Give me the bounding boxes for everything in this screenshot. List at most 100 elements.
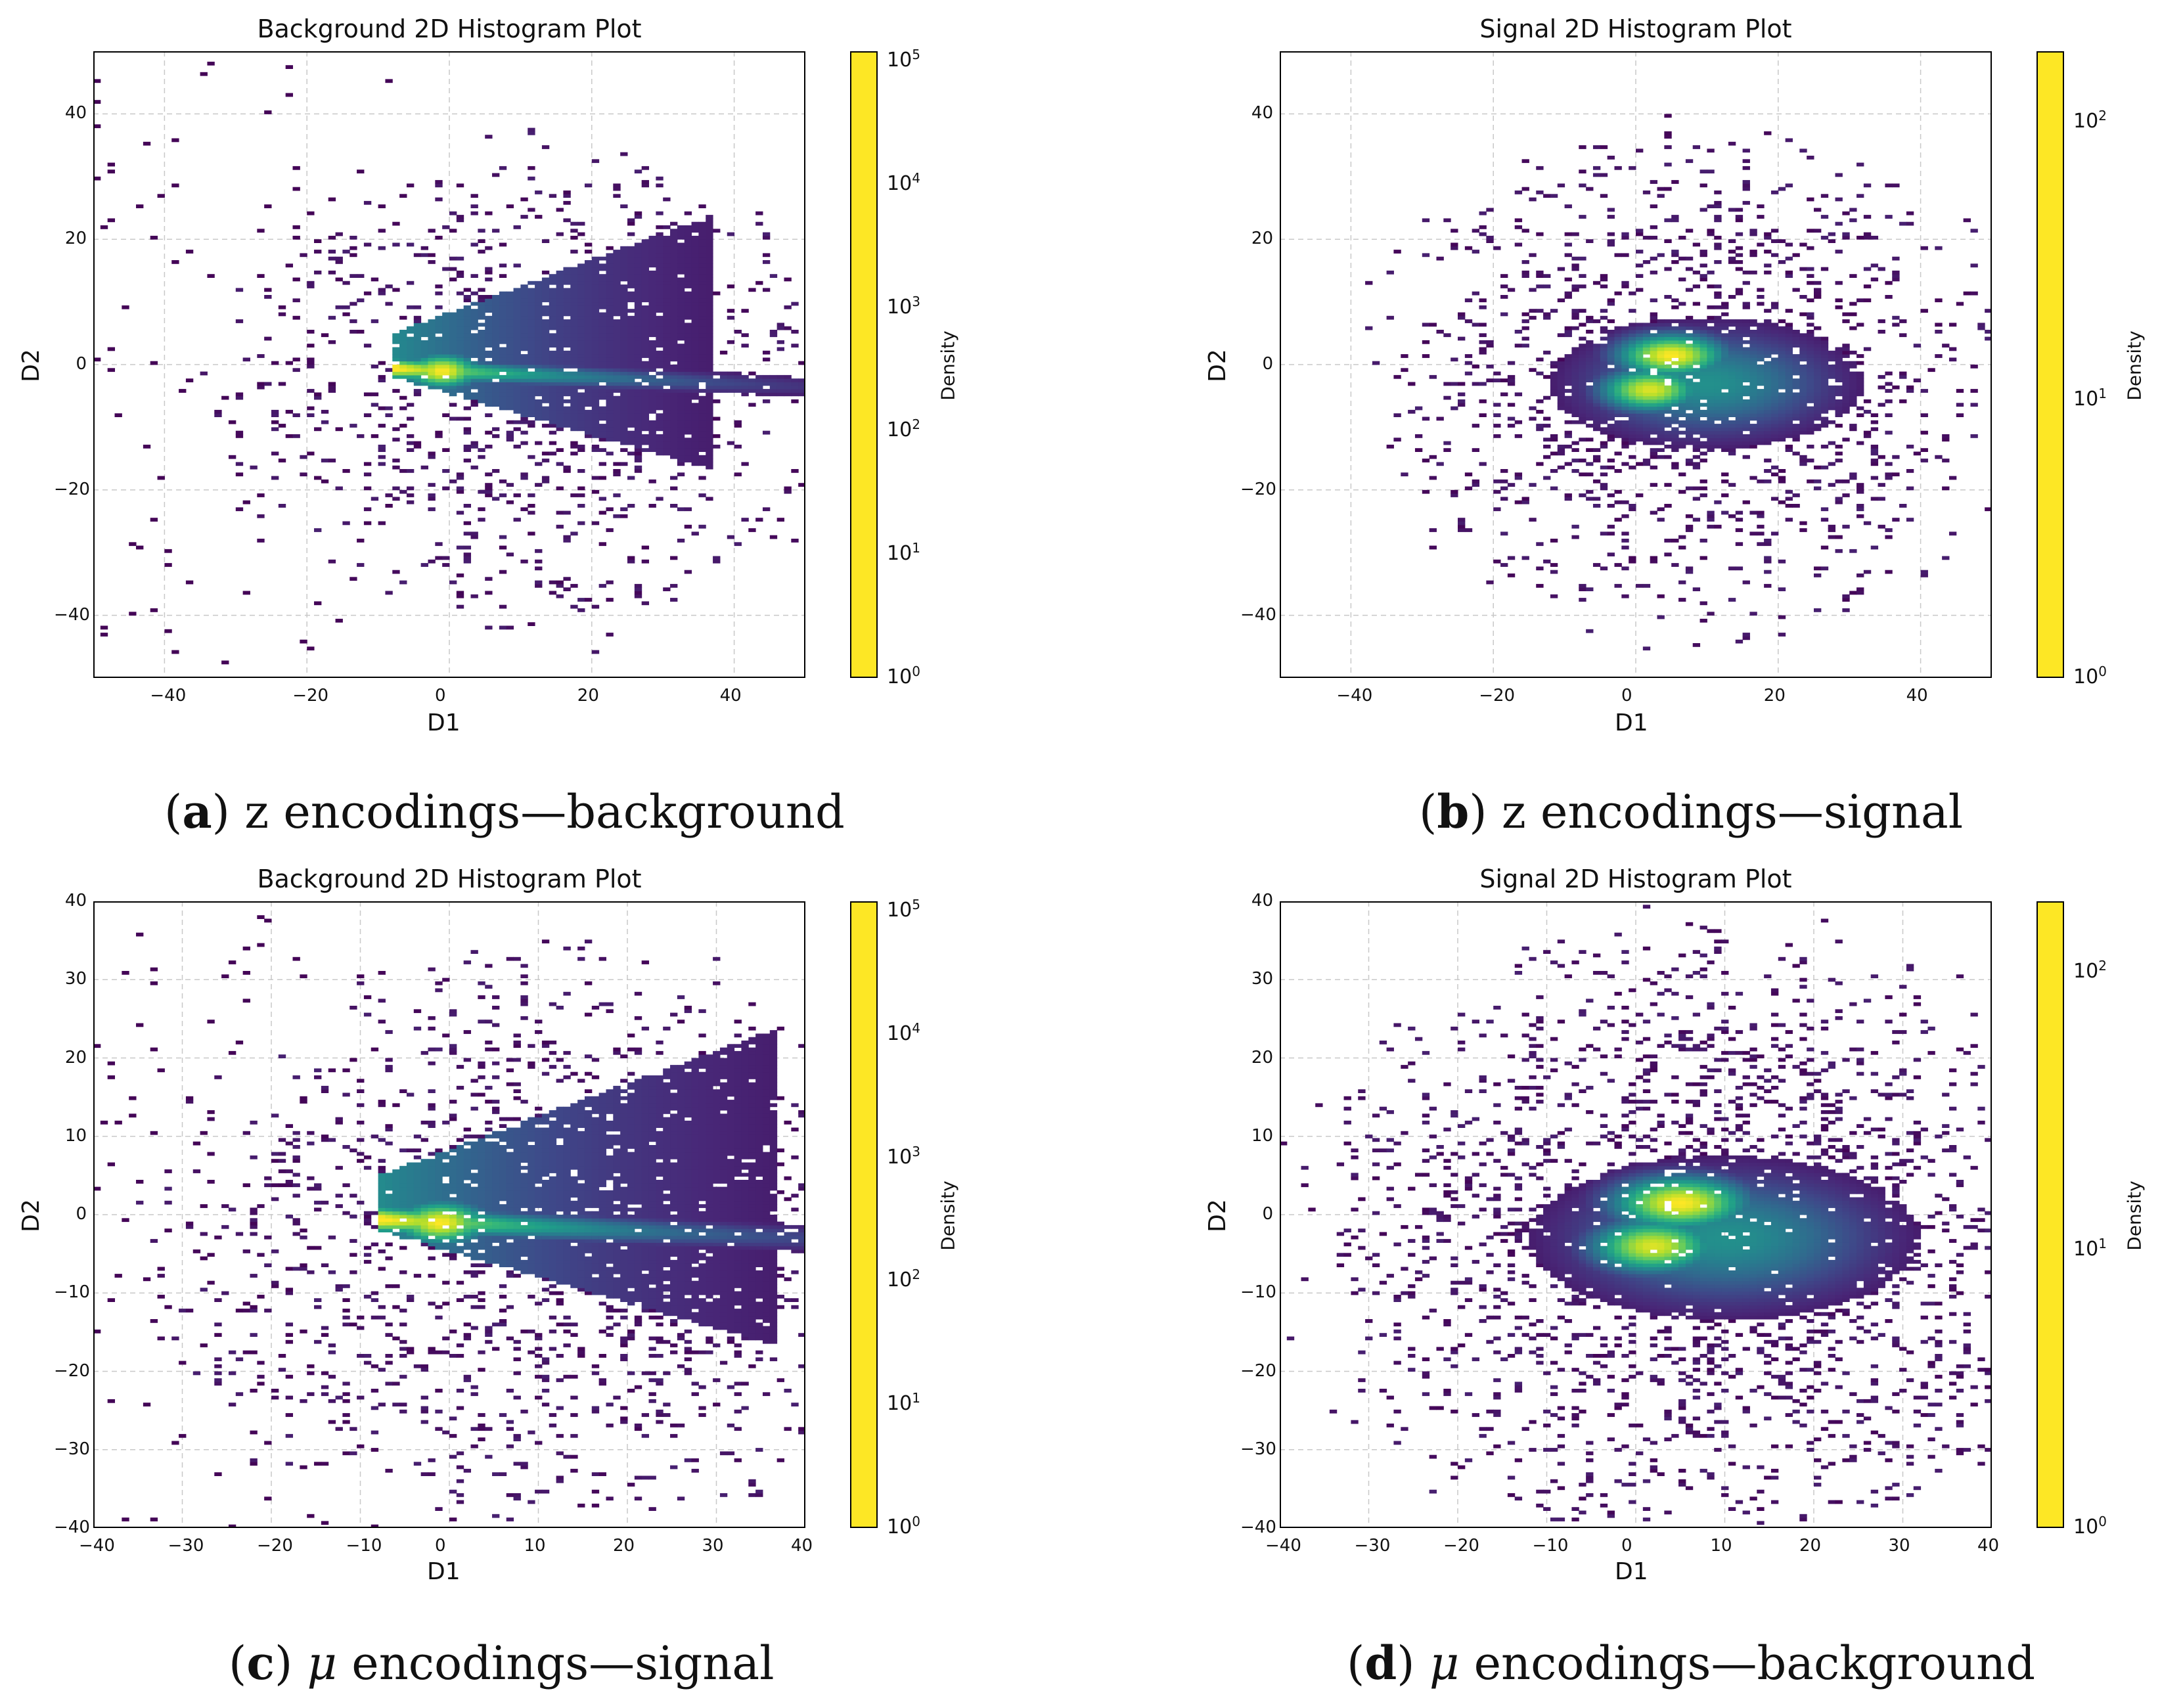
heatmap-cell bbox=[556, 281, 564, 285]
heatmap-cell bbox=[684, 295, 692, 299]
heatmap-cell bbox=[1785, 361, 1793, 365]
heatmap-cell bbox=[1707, 357, 1715, 362]
heatmap-cell bbox=[1757, 399, 1765, 403]
heatmap-cell bbox=[563, 354, 571, 358]
heatmap-cell bbox=[620, 438, 628, 442]
heatmap-cell bbox=[1721, 312, 1729, 317]
heatmap-cell bbox=[1721, 448, 1729, 452]
heatmap-cell bbox=[684, 413, 692, 417]
heatmap-cell bbox=[1757, 242, 1765, 247]
heatmap-cell bbox=[1885, 413, 1893, 417]
heatmap-cell bbox=[1735, 389, 1744, 393]
heatmap-cell bbox=[456, 389, 464, 393]
heatmap-cell bbox=[406, 371, 415, 376]
heatmap-cell bbox=[528, 326, 535, 330]
heatmap-cell bbox=[449, 340, 457, 344]
heatmap-cell bbox=[656, 298, 664, 303]
heatmap-cell bbox=[648, 357, 656, 362]
heatmap-cell bbox=[285, 1169, 294, 1173]
heatmap-cell bbox=[1792, 344, 1800, 348]
heatmap-cell bbox=[1785, 395, 1793, 400]
heatmap-cell bbox=[1671, 371, 1679, 376]
heatmap-cell bbox=[164, 563, 172, 567]
heatmap-cell bbox=[684, 225, 692, 229]
heatmap-cell bbox=[1920, 448, 1928, 452]
heatmap-cell bbox=[378, 288, 386, 292]
heatmap-cell bbox=[1636, 354, 1644, 358]
heatmap-cell bbox=[242, 357, 250, 362]
heatmap-cell bbox=[719, 385, 728, 390]
heatmap-cell bbox=[513, 347, 521, 351]
heatmap-cell bbox=[784, 385, 792, 390]
heatmap-cell bbox=[1657, 319, 1665, 323]
heatmap-cell bbox=[1685, 403, 1694, 407]
heatmap-cell bbox=[1614, 385, 1622, 390]
heatmap-cell bbox=[606, 633, 614, 637]
heatmap-cell bbox=[634, 361, 642, 365]
heatmap-cell bbox=[1742, 350, 1750, 355]
heatmap-cell bbox=[1671, 336, 1679, 341]
heatmap-cell bbox=[1685, 361, 1694, 365]
heatmap-cell bbox=[769, 274, 778, 278]
heatmap-cell bbox=[1721, 416, 1729, 421]
heatmap-cell bbox=[449, 403, 457, 407]
heatmap-cell bbox=[420, 330, 428, 334]
heatmap-cell bbox=[620, 392, 628, 397]
heatmap-cell bbox=[1685, 434, 1694, 438]
heatmap-cell bbox=[520, 330, 528, 334]
heatmap-cell bbox=[1835, 535, 1843, 539]
heatmap-cell bbox=[520, 336, 528, 341]
heatmap-cell bbox=[1636, 420, 1644, 424]
heatmap-cell bbox=[1885, 570, 1893, 574]
heatmap-cell bbox=[399, 424, 407, 428]
heatmap-cell bbox=[1764, 378, 1772, 382]
heatmap-cell bbox=[684, 312, 692, 317]
heatmap-cell bbox=[1564, 497, 1572, 501]
heatmap-cell bbox=[698, 444, 706, 449]
heatmap-cell bbox=[663, 420, 671, 424]
heatmap-cell bbox=[1564, 389, 1572, 393]
heatmap-cell bbox=[570, 270, 578, 275]
heatmap-cell bbox=[648, 479, 656, 483]
heatmap-cell bbox=[1657, 365, 1665, 369]
heatmap-cell bbox=[1650, 298, 1658, 303]
heatmap-cell bbox=[713, 371, 721, 376]
heatmap-cell bbox=[1607, 552, 1615, 556]
heatmap-cell bbox=[285, 1374, 294, 1379]
heatmap-cell bbox=[1735, 416, 1744, 421]
heatmap-cell bbox=[577, 385, 585, 390]
heatmap-cell bbox=[691, 239, 699, 243]
heatmap-cell bbox=[648, 291, 656, 296]
heatmap-cell bbox=[570, 444, 578, 449]
heatmap-cell bbox=[485, 267, 493, 271]
heatmap-cell bbox=[250, 465, 258, 470]
heatmap-cell bbox=[591, 650, 600, 654]
heatmap-cell bbox=[406, 326, 415, 330]
heatmap-cell bbox=[456, 385, 464, 390]
heatmap-cell bbox=[1799, 462, 1807, 466]
heatmap-cell bbox=[698, 476, 706, 480]
heatmap-cell bbox=[577, 354, 585, 358]
heatmap-cell bbox=[1899, 371, 1907, 376]
heatmap-cell bbox=[641, 281, 650, 285]
heatmap-cell bbox=[620, 365, 628, 369]
heatmap-cell bbox=[1664, 340, 1672, 344]
heatmap-cell bbox=[1757, 392, 1765, 397]
heatmap-cell bbox=[563, 361, 571, 365]
heatmap-cell bbox=[549, 385, 557, 390]
heatmap-cell bbox=[1770, 333, 1779, 338]
heatmap-cell bbox=[656, 389, 664, 393]
heatmap-cell bbox=[1678, 430, 1686, 435]
heatmap-cell bbox=[1856, 385, 1864, 390]
heatmap-cell bbox=[207, 1280, 215, 1285]
heatmap-cell bbox=[698, 298, 706, 303]
heatmap-cell bbox=[549, 441, 557, 445]
heatmap-cell bbox=[1536, 583, 1544, 588]
heatmap-cell bbox=[314, 239, 322, 243]
heatmap-cell bbox=[1671, 361, 1679, 365]
heatmap-cell bbox=[620, 312, 628, 317]
heatmap-cell bbox=[755, 374, 763, 379]
heatmap-cell bbox=[485, 330, 493, 334]
heatmap-cell bbox=[435, 347, 443, 351]
heatmap-cell bbox=[1770, 336, 1779, 341]
